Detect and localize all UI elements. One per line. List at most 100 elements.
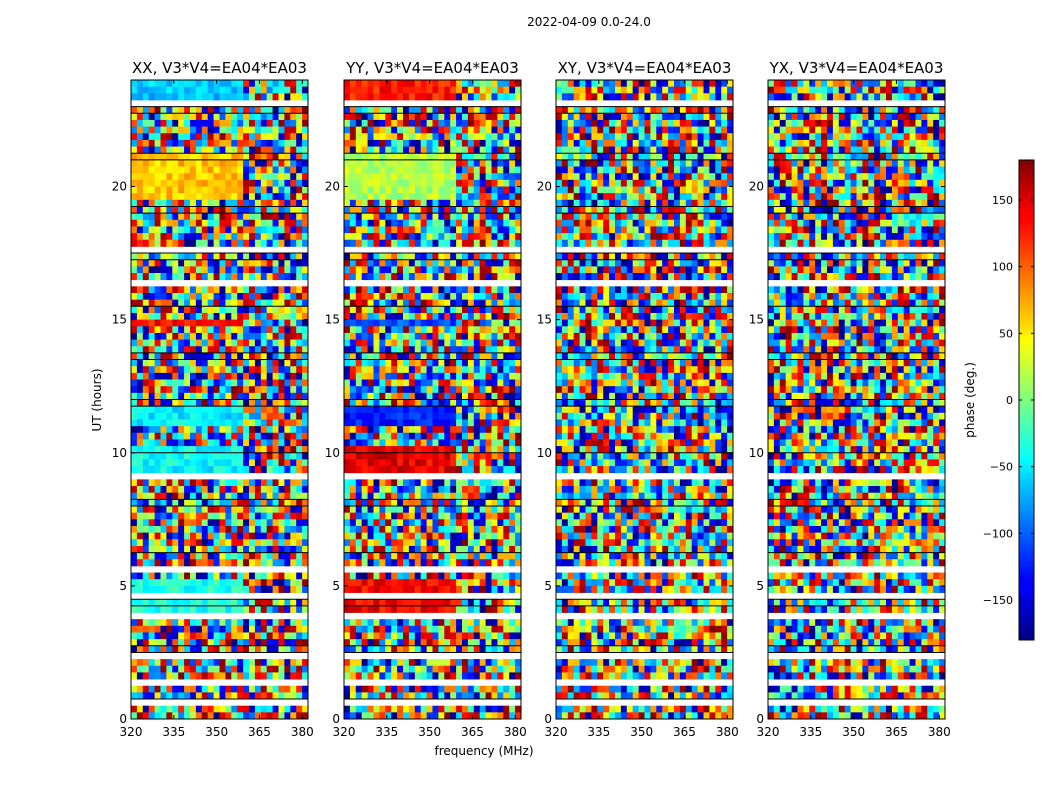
phase-cell: [467, 519, 475, 527]
phase-cell: [195, 426, 203, 434]
phase-cell: [190, 312, 197, 321]
phase-cell: [266, 572, 273, 580]
phase-cell: [249, 459, 256, 467]
phase-cell: [450, 119, 457, 127]
phase-cell: [491, 399, 498, 407]
phase-cell: [154, 319, 161, 327]
phase-cell: [166, 499, 173, 507]
phase-cell: [391, 359, 398, 367]
phase-cell: [190, 552, 197, 560]
phase-cell: [290, 186, 297, 194]
phase-cell: [172, 352, 179, 360]
phase-cell: [497, 519, 504, 527]
phase-cell: [266, 499, 273, 507]
phase-cell: [231, 552, 238, 560]
phase-cell: [225, 359, 232, 367]
phase-cell: [166, 133, 173, 141]
phase-cell: [414, 439, 422, 447]
phase-cell: [367, 359, 374, 367]
phase-cell: [361, 312, 368, 321]
phase-cell: [207, 166, 214, 174]
phase-cell: [160, 186, 167, 194]
phase-cell: [355, 519, 363, 527]
phase-cell: [201, 372, 209, 380]
phase-cell: [420, 625, 427, 633]
phase-cell: [515, 439, 521, 447]
phase-cell: [160, 239, 167, 247]
phase-cell: [420, 619, 427, 627]
phase-cell: [154, 166, 161, 174]
phase-cell: [414, 506, 422, 514]
phase-cell: [503, 585, 510, 593]
phase-cell: [136, 559, 144, 567]
phase-cell: [249, 512, 256, 520]
phase-cell: [213, 213, 220, 221]
phase-cell: [131, 632, 138, 640]
phase-cell: [408, 419, 416, 427]
phase-cell: [467, 412, 475, 420]
phase-cell: [385, 512, 392, 520]
phase-cell: [195, 339, 203, 347]
phase-cell: [485, 239, 492, 247]
phase-cell: [479, 146, 486, 154]
phase-cell: [349, 139, 357, 147]
phase-cell: [290, 372, 297, 380]
phase-cell: [403, 359, 410, 367]
phase-cell: [154, 359, 161, 367]
phase-cell: [344, 159, 351, 167]
phase-cell: [131, 659, 138, 667]
phase-cell: [462, 605, 469, 613]
phase-cell: [503, 293, 510, 301]
phase-cell: [278, 406, 285, 414]
phase-cell: [414, 193, 422, 201]
phase-cell: [225, 412, 232, 420]
phase-cell: [450, 219, 457, 227]
phase-cell: [278, 359, 285, 367]
phase-cell: [462, 419, 469, 427]
phase-cell: [136, 492, 144, 500]
phase-cell: [260, 446, 268, 454]
phase-cell: [379, 113, 386, 121]
phase-cell: [373, 519, 380, 527]
phase-cell: [367, 113, 374, 121]
phase-cell: [213, 559, 220, 567]
phase-cell: [349, 585, 357, 593]
phase-cell: [148, 113, 155, 121]
phase-cell: [479, 539, 486, 547]
phase-cell: [485, 559, 492, 567]
phase-cell: [207, 692, 214, 700]
phase-cell: [172, 446, 179, 454]
phase-cell: [450, 259, 457, 267]
phase-cell: [296, 113, 303, 121]
phase-cell: [391, 479, 398, 487]
phase-cell: [361, 459, 368, 467]
phase-cell: [509, 552, 516, 560]
phase-cell: [403, 186, 410, 194]
phase-cell: [485, 432, 492, 440]
phase-cell: [485, 133, 492, 141]
phase-cell: [296, 253, 303, 261]
phase-cell: [254, 659, 262, 667]
phase-cell: [509, 619, 516, 627]
phase-cell: [213, 306, 220, 314]
phase-cell: [344, 632, 351, 640]
phase-cell: [172, 406, 179, 414]
phase-cell: [426, 426, 433, 434]
phase-cell: [432, 605, 439, 613]
phase-cell: [243, 486, 250, 494]
phase-cell: [344, 532, 351, 540]
phase-cell: [397, 466, 404, 474]
phase-cell: [479, 552, 486, 560]
phase-cell: [367, 106, 374, 114]
phase-cell: [403, 386, 410, 394]
phase-cell: [249, 619, 256, 627]
phase-cell: [284, 173, 291, 181]
phase-cell: [201, 532, 209, 540]
phase-cell: [349, 605, 357, 613]
phase-cell: [249, 312, 256, 321]
phase-cell: [201, 173, 209, 181]
phase-cell: [154, 539, 161, 547]
phase-cell: [231, 392, 238, 400]
phase-cell: [213, 532, 220, 540]
phase-cell: [260, 692, 268, 700]
